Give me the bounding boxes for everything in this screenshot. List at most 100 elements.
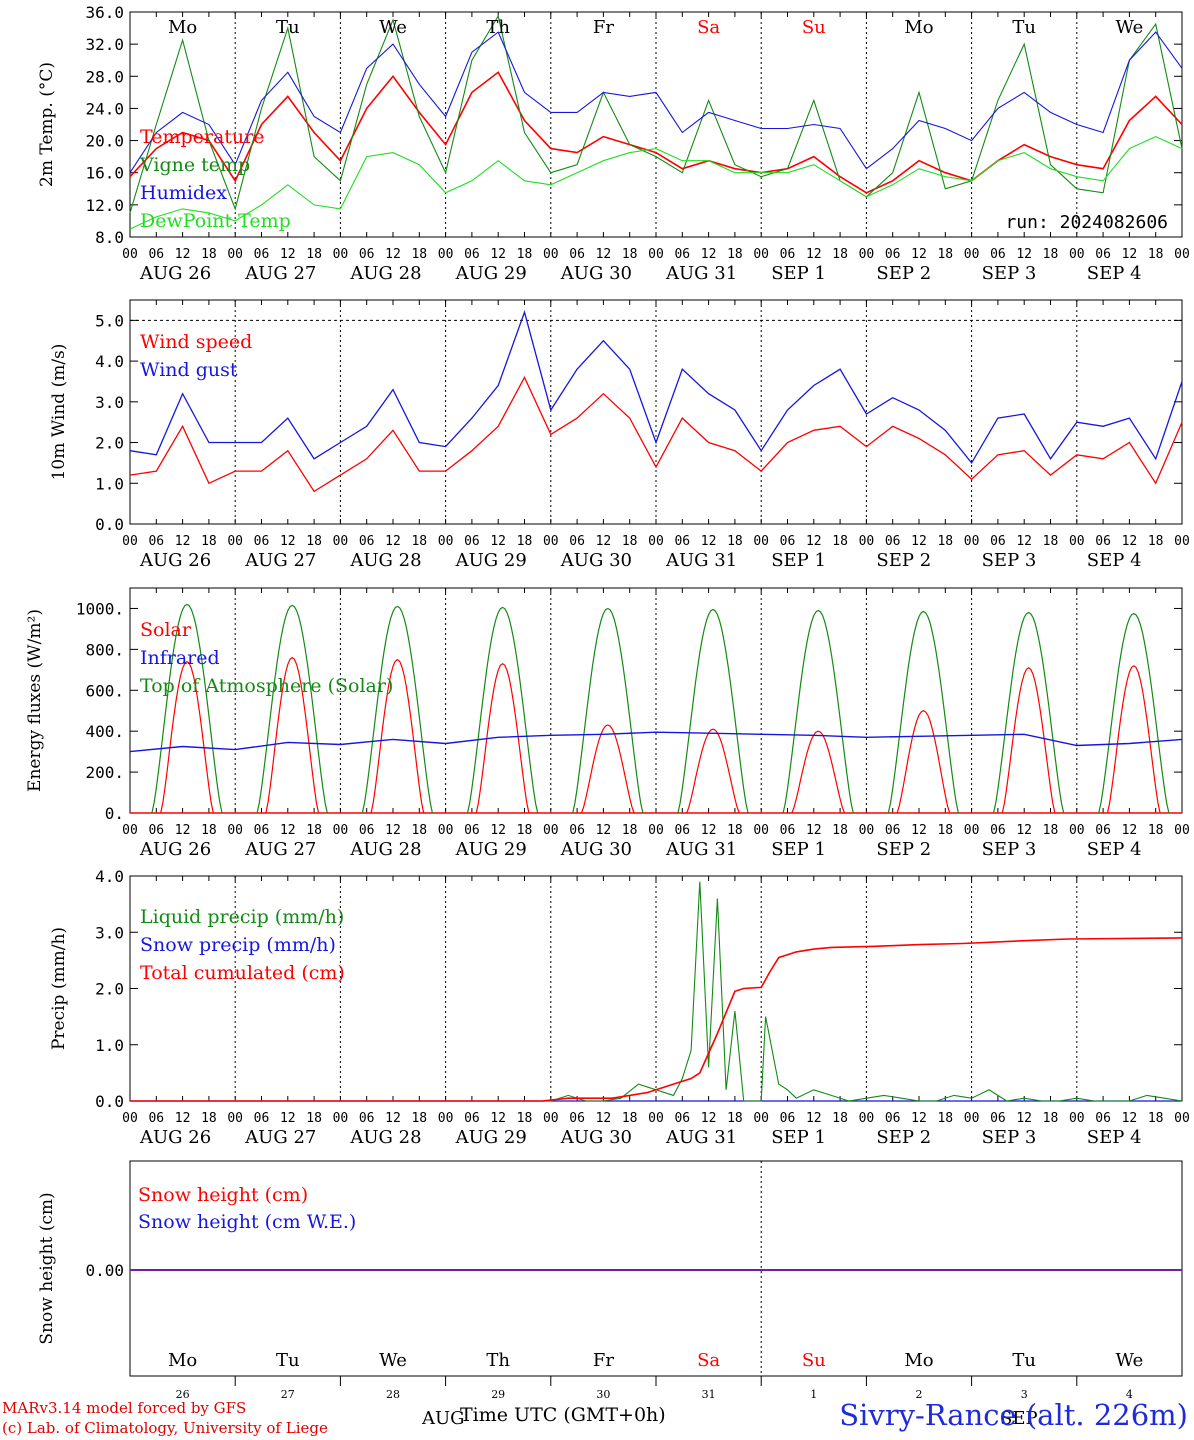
legend-solar: Solar — [140, 619, 192, 641]
hour-tick-label: 00 — [1069, 247, 1085, 262]
hour-tick-label: 18 — [201, 1111, 217, 1126]
y-tick-label: 3.0 — [95, 923, 124, 942]
month-label: SEP — [1000, 1408, 1038, 1429]
date-label: AUG 27 — [244, 263, 316, 284]
weekday-label: We — [379, 1350, 407, 1371]
hour-tick-label: 18 — [622, 1111, 638, 1126]
series-top-of-atmosphere — [361, 605, 433, 814]
hour-tick-label: 12 — [806, 247, 822, 262]
date-label: AUG 30 — [560, 263, 632, 284]
hour-tick-label: 06 — [885, 823, 901, 838]
hour-tick-label: 06 — [569, 247, 585, 262]
y-axis-label: 2m Temp. (°C) — [37, 62, 57, 187]
y-tick-label: 400. — [85, 722, 124, 741]
date-label: AUG 27 — [244, 550, 316, 571]
date-label: SEP 3 — [982, 550, 1037, 571]
series-solar — [580, 724, 635, 814]
y-tick-label: 0.0 — [95, 1092, 124, 1111]
weekday-label: Th — [486, 1350, 510, 1371]
hour-tick-label: 06 — [569, 1111, 585, 1126]
run-label: run: 2024082606 — [1005, 212, 1168, 233]
legend-dewpoint-temp: DewPoint Temp — [140, 210, 291, 232]
y-tick-label: 28.0 — [85, 67, 124, 86]
hour-tick-label: 06 — [569, 823, 585, 838]
hour-tick-label: 12 — [701, 1111, 717, 1126]
y-tick-label: 3.0 — [95, 393, 124, 412]
y-tick-label: 24.0 — [85, 99, 124, 118]
hour-tick-label: 00 — [1069, 823, 1085, 838]
hour-tick-label: 18 — [937, 247, 953, 262]
series-vigne-temp — [129, 14, 1183, 214]
date-label: AUG 26 — [139, 839, 211, 860]
hour-tick-label: 18 — [411, 534, 427, 549]
hour-tick-label: 12 — [490, 1111, 506, 1126]
date-label: AUG 30 — [560, 550, 632, 571]
hour-tick-label: 06 — [885, 534, 901, 549]
hour-tick-label: 06 — [674, 1111, 690, 1126]
series-top-of-atmosphere — [677, 608, 749, 814]
hour-tick-label: 06 — [569, 534, 585, 549]
day-number-label: 27 — [281, 1388, 295, 1401]
hour-tick-label: 18 — [201, 247, 217, 262]
series-solar — [475, 662, 530, 814]
hour-tick-label: 18 — [201, 534, 217, 549]
hour-tick-label: 06 — [359, 534, 375, 549]
hour-tick-label: 00 — [438, 534, 454, 549]
weekday-label: Mo — [904, 1350, 933, 1371]
day-number-label: 3 — [1021, 1388, 1028, 1401]
day-number-label: 31 — [702, 1388, 716, 1401]
hour-tick-label: 00 — [438, 247, 454, 262]
date-label: SEP 3 — [982, 1127, 1037, 1148]
hour-tick-label: 12 — [280, 247, 296, 262]
day-number-label: 1 — [810, 1388, 817, 1401]
date-label: SEP 2 — [876, 263, 931, 284]
hour-tick-label: 06 — [254, 1111, 270, 1126]
date-label: AUG 27 — [244, 839, 316, 860]
legend-snow-precip-mm-h-: Snow precip (mm/h) — [140, 934, 336, 956]
date-label: AUG 28 — [349, 263, 421, 284]
hour-tick-label: 06 — [990, 1111, 1006, 1126]
date-label: AUG 26 — [139, 1127, 211, 1148]
hour-tick-label: 00 — [1069, 1111, 1085, 1126]
series-top-of-atmosphere — [572, 607, 644, 814]
date-label: AUG 29 — [455, 550, 527, 571]
hour-tick-label: 12 — [175, 823, 191, 838]
weekday-label: Mo — [168, 17, 197, 38]
hour-tick-label: 00 — [227, 823, 243, 838]
date-label: SEP 2 — [876, 550, 931, 571]
hour-tick-label: 06 — [148, 1111, 164, 1126]
hour-tick-label: 00 — [859, 247, 875, 262]
weekday-label: Fr — [593, 17, 614, 38]
hour-tick-label: 18 — [1148, 1111, 1164, 1126]
date-label: AUG 31 — [665, 839, 737, 860]
y-tick-label: 0.00 — [85, 1261, 124, 1280]
hour-tick-label: 00 — [122, 247, 138, 262]
date-label: AUG 29 — [455, 263, 527, 284]
hour-tick-label: 18 — [306, 1111, 322, 1126]
hour-tick-label: 06 — [359, 247, 375, 262]
hour-tick-label: 00 — [964, 247, 980, 262]
legend-vigne-temp: Vigne temp — [139, 154, 250, 176]
hour-tick-label: 06 — [780, 823, 796, 838]
legend-wind-speed: Wind speed — [140, 331, 252, 353]
date-label: AUG 26 — [139, 263, 211, 284]
y-tick-label: 8.0 — [95, 228, 124, 247]
hour-tick-label: 18 — [832, 823, 848, 838]
weekday-label: Tu — [276, 17, 300, 38]
weekday-label: Tu — [1012, 1350, 1036, 1371]
hour-tick-label: 06 — [148, 534, 164, 549]
hour-tick-label: 00 — [648, 534, 664, 549]
day-number-label: 4 — [1126, 1388, 1133, 1401]
hour-tick-label: 12 — [911, 534, 927, 549]
hour-tick-label: 06 — [464, 247, 480, 262]
hour-tick-label: 00 — [648, 1111, 664, 1126]
series-top-of-atmosphere — [887, 610, 959, 814]
hour-tick-label: 06 — [674, 823, 690, 838]
hour-tick-label: 12 — [1016, 823, 1032, 838]
hour-tick-label: 18 — [832, 534, 848, 549]
hour-tick-label: 00 — [438, 1111, 454, 1126]
series-top-of-atmosphere — [466, 606, 539, 814]
hour-tick-label: 12 — [490, 534, 506, 549]
model-credit: MARv3.14 model forced by GFS — [2, 1399, 247, 1417]
date-label: AUG 29 — [455, 1127, 527, 1148]
